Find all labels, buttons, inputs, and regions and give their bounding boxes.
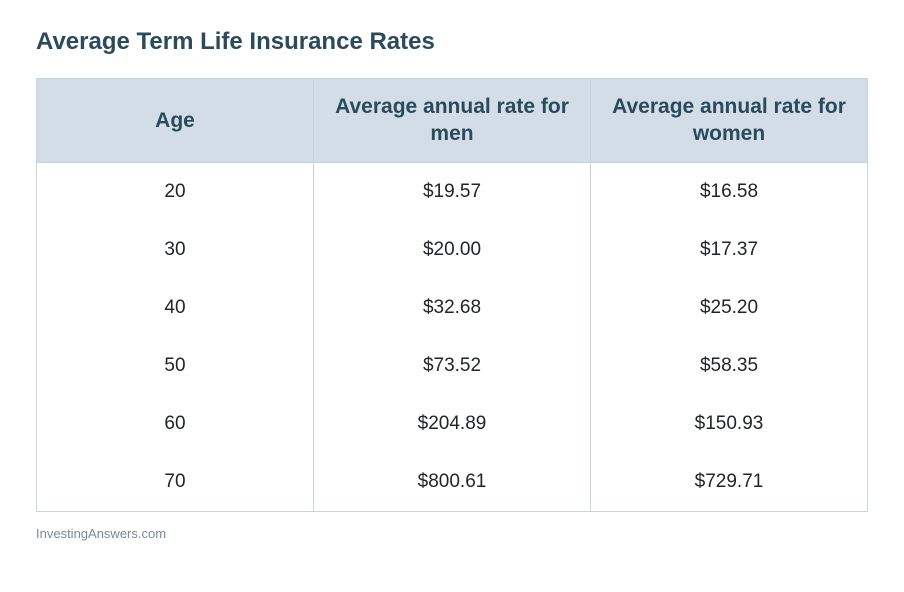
cell-women: $16.58 [591, 162, 868, 221]
col-header-men: Average annual rate for men [314, 79, 591, 163]
cell-women: $150.93 [591, 395, 868, 453]
cell-women: $58.35 [591, 337, 868, 395]
cell-men: $32.68 [314, 279, 591, 337]
table-row: 30 $20.00 $17.37 [37, 221, 868, 279]
cell-age: 40 [37, 279, 314, 337]
page-title: Average Term Life Insurance Rates [36, 28, 868, 56]
cell-men: $20.00 [314, 221, 591, 279]
cell-women: $25.20 [591, 279, 868, 337]
cell-age: 70 [37, 453, 314, 512]
cell-women: $729.71 [591, 453, 868, 512]
cell-age: 60 [37, 395, 314, 453]
cell-age: 20 [37, 162, 314, 221]
cell-men: $73.52 [314, 337, 591, 395]
cell-men: $19.57 [314, 162, 591, 221]
table-header-row: Age Average annual rate for men Average … [37, 79, 868, 163]
table-row: 60 $204.89 $150.93 [37, 395, 868, 453]
cell-men: $800.61 [314, 453, 591, 512]
cell-women: $17.37 [591, 221, 868, 279]
table-row: 70 $800.61 $729.71 [37, 453, 868, 512]
cell-men: $204.89 [314, 395, 591, 453]
cell-age: 30 [37, 221, 314, 279]
col-header-women: Average annual rate for women [591, 79, 868, 163]
cell-age: 50 [37, 337, 314, 395]
table-row: 50 $73.52 $58.35 [37, 337, 868, 395]
col-header-age: Age [37, 79, 314, 163]
table-row: 40 $32.68 $25.20 [37, 279, 868, 337]
attribution: InvestingAnswers.com [36, 526, 868, 541]
table-row: 20 $19.57 $16.58 [37, 162, 868, 221]
rates-table: Age Average annual rate for men Average … [36, 78, 868, 512]
